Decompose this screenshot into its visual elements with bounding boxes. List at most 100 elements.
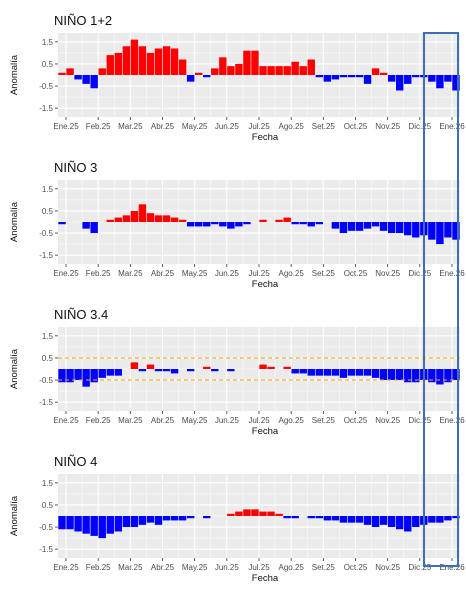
bar <box>203 516 211 519</box>
y-tick-label: -1.5 <box>39 104 53 113</box>
bar <box>162 369 171 372</box>
x-tick-label: Jun.25 <box>215 563 240 572</box>
bar <box>323 75 332 82</box>
bar <box>251 50 259 75</box>
bar <box>114 52 122 75</box>
bar <box>428 369 436 383</box>
y-tick-label: 0.5 <box>42 207 54 216</box>
bar <box>66 369 74 383</box>
bar <box>267 66 275 75</box>
x-tick-label: Ene.25 <box>53 122 79 131</box>
chart-panel-3: NIÑO 3.4 -1.5 -0.5 0.5 1.5 Ene.25 Feb.25 Mar.25… <box>9 307 465 437</box>
x-tick-label: Ene.26 <box>439 416 465 425</box>
bar <box>363 75 372 84</box>
x-tick-label: Oct.25 <box>344 122 368 131</box>
bar <box>379 72 388 75</box>
bar <box>162 516 171 521</box>
y-tick-label: 1.5 <box>42 185 54 194</box>
bar <box>299 369 307 374</box>
y-tick-label: 1.5 <box>42 332 54 341</box>
bar <box>170 369 179 374</box>
bar <box>227 369 235 372</box>
x-axis-label: Fecha <box>252 279 279 290</box>
x-tick-label: Ago.25 <box>278 269 304 278</box>
bar <box>259 511 267 516</box>
bar <box>428 516 436 523</box>
bar <box>90 369 98 383</box>
bar <box>106 516 114 534</box>
bar <box>363 516 372 525</box>
bar <box>436 369 444 385</box>
bar <box>452 75 460 91</box>
bar <box>291 61 299 75</box>
bar <box>82 369 90 387</box>
x-tick-label: Mar.25 <box>118 416 143 425</box>
bar <box>404 75 412 84</box>
bar <box>339 369 348 378</box>
bar <box>339 222 348 234</box>
bar <box>404 516 412 532</box>
bar <box>371 68 380 75</box>
bar <box>452 222 460 240</box>
bar <box>420 516 428 525</box>
bar <box>444 222 452 238</box>
bar <box>122 215 131 222</box>
bar <box>436 516 444 523</box>
bar <box>178 59 187 75</box>
bar <box>371 516 380 528</box>
bar <box>235 511 243 516</box>
bar <box>235 63 243 75</box>
bar <box>154 215 163 222</box>
bar <box>283 217 291 222</box>
bar <box>291 222 299 225</box>
bar <box>211 369 219 372</box>
chart-title: NIÑO 4 <box>54 454 97 469</box>
bar <box>404 369 412 383</box>
bar <box>58 72 66 75</box>
bar <box>436 75 444 89</box>
y-tick-label: 0.5 <box>42 501 54 510</box>
x-axis-label: Fecha <box>252 426 279 437</box>
bar <box>170 516 179 521</box>
bar <box>195 72 203 75</box>
bar <box>90 75 98 89</box>
x-tick-label: Abr.25 <box>151 269 175 278</box>
bar <box>122 516 131 528</box>
bar <box>138 46 147 75</box>
bar <box>436 222 444 245</box>
bar <box>170 217 179 222</box>
bar <box>146 364 155 369</box>
bar <box>339 516 348 523</box>
y-tick-label: 0.5 <box>42 60 54 69</box>
bar <box>420 369 428 381</box>
x-tick-label: Dic.25 <box>408 269 431 278</box>
bar <box>379 369 388 381</box>
bar <box>138 516 147 525</box>
y-tick-label: -0.5 <box>39 229 53 238</box>
bar <box>347 222 356 231</box>
bar <box>355 75 364 78</box>
bar <box>363 222 372 229</box>
bar <box>363 369 372 376</box>
bar <box>130 362 139 369</box>
bar <box>82 75 90 84</box>
bar <box>219 222 227 227</box>
bar <box>379 516 388 525</box>
x-tick-label: Dic.25 <box>408 563 431 572</box>
bar <box>275 219 283 222</box>
x-tick-label: Ene.25 <box>53 416 79 425</box>
bar <box>259 364 267 369</box>
bar <box>404 222 412 236</box>
x-tick-label: Set.25 <box>312 416 336 425</box>
bar <box>307 222 315 227</box>
y-axis-label: Anomalía <box>9 495 20 536</box>
x-tick-label: Ago.25 <box>278 416 304 425</box>
bar <box>235 222 243 227</box>
bar <box>90 516 98 536</box>
bar <box>267 511 275 516</box>
x-tick-label: Set.25 <box>312 122 336 131</box>
x-tick-label: Oct.25 <box>344 416 368 425</box>
bar <box>211 68 219 75</box>
x-tick-label: Ene.26 <box>439 122 465 131</box>
